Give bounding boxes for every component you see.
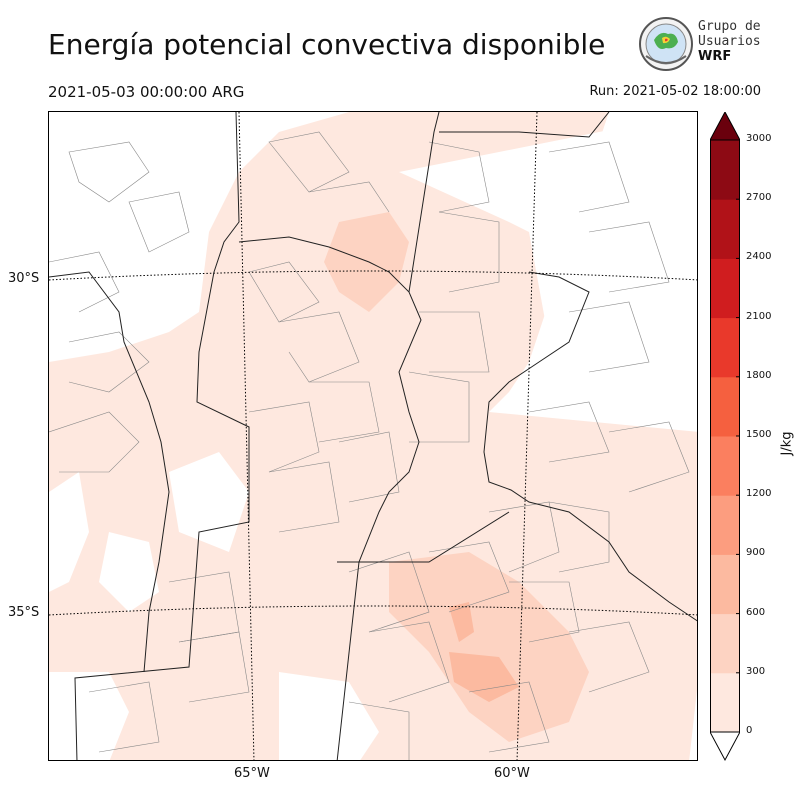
map-canvas xyxy=(49,112,697,760)
colorbar-band xyxy=(710,317,740,378)
colorbar-extend-min xyxy=(710,731,740,762)
logo-text-line1: Grupo de xyxy=(698,19,761,34)
colorbar-band xyxy=(710,672,740,733)
colorbar-tick-label: 1500 xyxy=(746,429,772,440)
cape-map xyxy=(48,111,698,761)
colorbar-extend-max xyxy=(710,112,740,141)
colorbar-band xyxy=(710,376,740,437)
colorbar-tick-label: 0 xyxy=(746,725,753,736)
colorbar-tick-label: 900 xyxy=(746,547,766,559)
colorbar-unit-label: J/kg xyxy=(779,431,795,456)
colorbar-tick-label: 1800 xyxy=(746,369,772,381)
colorbar-band xyxy=(710,495,740,555)
colorbar-band xyxy=(710,554,740,615)
run-time-label: Run: 2021-05-02 18:00:00 xyxy=(589,84,761,99)
logo-text-line2: Usuarios xyxy=(698,34,761,49)
graticule xyxy=(49,112,697,760)
globe-emblem-icon xyxy=(639,17,693,71)
cape-shading xyxy=(49,112,697,760)
colorbar-tick-label: 2700 xyxy=(746,192,772,204)
colorbar-tick-label: 2400 xyxy=(746,251,772,263)
colorbar-band xyxy=(710,140,740,200)
colorbar-band xyxy=(710,613,740,674)
colorbar-tick-label: 300 xyxy=(746,665,766,677)
province-borders xyxy=(49,112,697,760)
lon-label-65w: 65°W xyxy=(234,766,270,781)
colorbar-band xyxy=(710,199,740,259)
lat-label-30s: 30°S xyxy=(8,271,40,286)
colorbar-band xyxy=(710,436,740,496)
map-title: Energía potencial convectiva disponible xyxy=(48,28,606,61)
colorbar-tick-label: 1200 xyxy=(746,488,772,500)
valid-time-label: 2021-05-03 00:00:00 ARG xyxy=(48,83,245,101)
colorbar-band xyxy=(710,258,740,319)
colorbar xyxy=(710,112,740,762)
lon-label-60w: 60°W xyxy=(494,766,530,781)
logo-text-wrf: WRF xyxy=(698,49,732,64)
lat-label-35s: 35°S xyxy=(8,605,40,620)
colorbar-tick-label: 600 xyxy=(746,606,766,618)
wrf-logo: Grupo de Usuarios WRF xyxy=(638,16,768,72)
colorbar-tick-label: 3000 xyxy=(746,133,772,144)
department-borders xyxy=(49,131,690,760)
colorbar-tick-label: 2100 xyxy=(746,310,772,322)
